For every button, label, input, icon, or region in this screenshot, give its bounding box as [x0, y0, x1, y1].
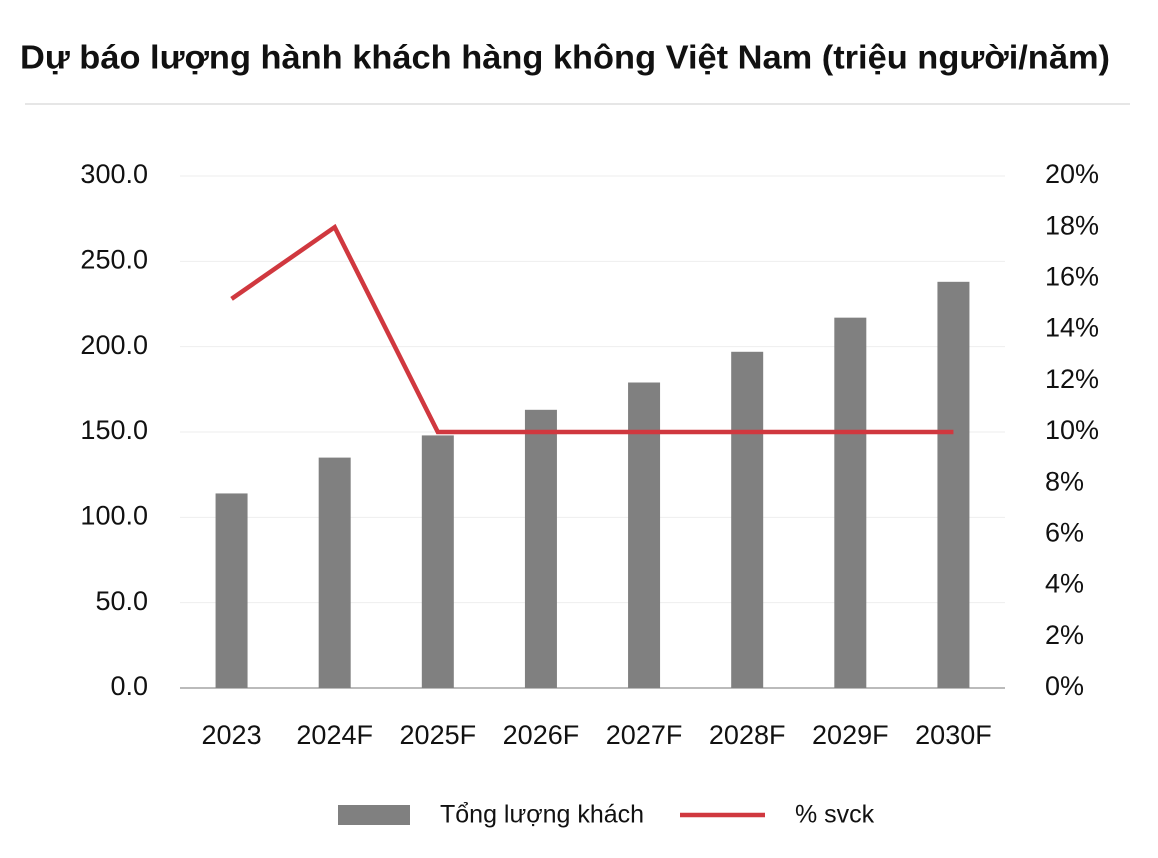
bar — [524, 409, 557, 688]
bar — [937, 281, 970, 688]
chart-title: Dự báo lượng hành khách hàng không Việt … — [20, 39, 1110, 76]
y-tick-label: 200.0 — [80, 330, 148, 360]
y2-tick-label: 0% — [1045, 671, 1084, 701]
x-tick-label: 2025F — [400, 720, 477, 750]
bar — [731, 351, 764, 688]
y2-tick-label: 14% — [1045, 313, 1099, 343]
x-tick-label: 2027F — [606, 720, 683, 750]
bar — [421, 435, 454, 688]
y-tick-label: 100.0 — [80, 500, 148, 530]
legend-label: % svck — [795, 801, 875, 829]
x-tick-label: 2026F — [503, 720, 580, 750]
legend-swatch — [338, 805, 410, 825]
y2-tick-label: 10% — [1045, 415, 1099, 445]
x-tick-label: 2028F — [709, 720, 786, 750]
bar — [628, 382, 661, 688]
y2-tick-label: 2% — [1045, 620, 1084, 650]
y-tick-label: 0.0 — [110, 671, 148, 701]
y2-tick-label: 6% — [1045, 518, 1084, 548]
legend-label: Tổng lượng khách — [440, 801, 644, 829]
y2-tick-label: 16% — [1045, 262, 1099, 292]
bar — [834, 317, 867, 688]
bar — [318, 457, 351, 688]
y-tick-label: 250.0 — [80, 244, 148, 274]
y2-tick-label: 18% — [1045, 210, 1099, 240]
x-tick-label: 2023 — [202, 720, 262, 750]
y2-tick-label: 4% — [1045, 569, 1084, 599]
y2-tick-label: 8% — [1045, 466, 1084, 496]
x-tick-label: 2024F — [296, 720, 373, 750]
y-tick-label: 300.0 — [80, 159, 148, 189]
y-tick-label: 150.0 — [80, 415, 148, 445]
line — [230, 223, 954, 435]
y2-tick-label: 20% — [1045, 159, 1099, 189]
y2-tick-label: 12% — [1045, 364, 1099, 394]
x-tick-label: 2029F — [812, 720, 889, 750]
x-tick-label: 2030F — [915, 720, 992, 750]
bar — [215, 493, 248, 688]
y-tick-label: 50.0 — [95, 586, 148, 616]
